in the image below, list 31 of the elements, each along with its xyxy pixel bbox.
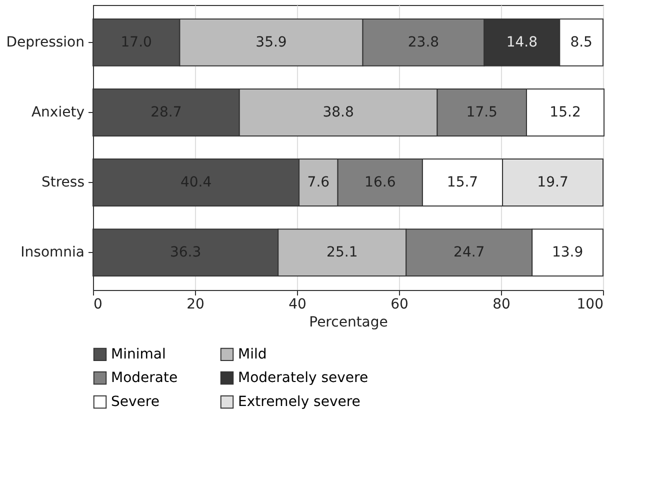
data-label: 17.5	[466, 104, 498, 120]
data-label: 16.6	[364, 174, 396, 191]
x-tick-label: 100	[576, 296, 604, 312]
x-tick-label: 20	[186, 296, 204, 312]
legend-label: Moderately severe	[238, 370, 368, 386]
x-tick-label: 0	[94, 296, 102, 312]
legend-label: Mild	[238, 346, 267, 362]
x-tick-label: 60	[390, 296, 408, 312]
data-label: 24.7	[454, 244, 485, 261]
data-label: 23.8	[408, 34, 440, 50]
data-label: 25.1	[326, 244, 358, 261]
data-label: 7.6	[307, 174, 330, 191]
legend-label: Moderate	[111, 370, 178, 386]
y-tick-label: Depression	[6, 34, 84, 50]
data-label: 15.7	[446, 174, 478, 191]
y-tick-label: Anxiety	[31, 104, 84, 120]
data-label: 13.9	[552, 244, 584, 261]
legend-label: Severe	[111, 394, 160, 410]
x-tick-label: 80	[492, 296, 510, 312]
data-label: 38.8	[322, 104, 354, 120]
x-axis-title: Percentage	[309, 314, 388, 330]
data-label: 35.9	[256, 34, 287, 50]
data-label: 8.5	[570, 34, 592, 50]
legend-label: Extremely severe	[238, 394, 360, 410]
data-label: 15.2	[550, 104, 581, 120]
y-tick-label: Stress	[41, 174, 84, 191]
legend-label: Minimal	[111, 346, 166, 362]
data-label: 19.7	[537, 174, 568, 191]
x-tick-label: 40	[288, 296, 306, 312]
y-tick-label: Insomnia	[20, 244, 84, 261]
data-label: 14.8	[506, 34, 538, 50]
